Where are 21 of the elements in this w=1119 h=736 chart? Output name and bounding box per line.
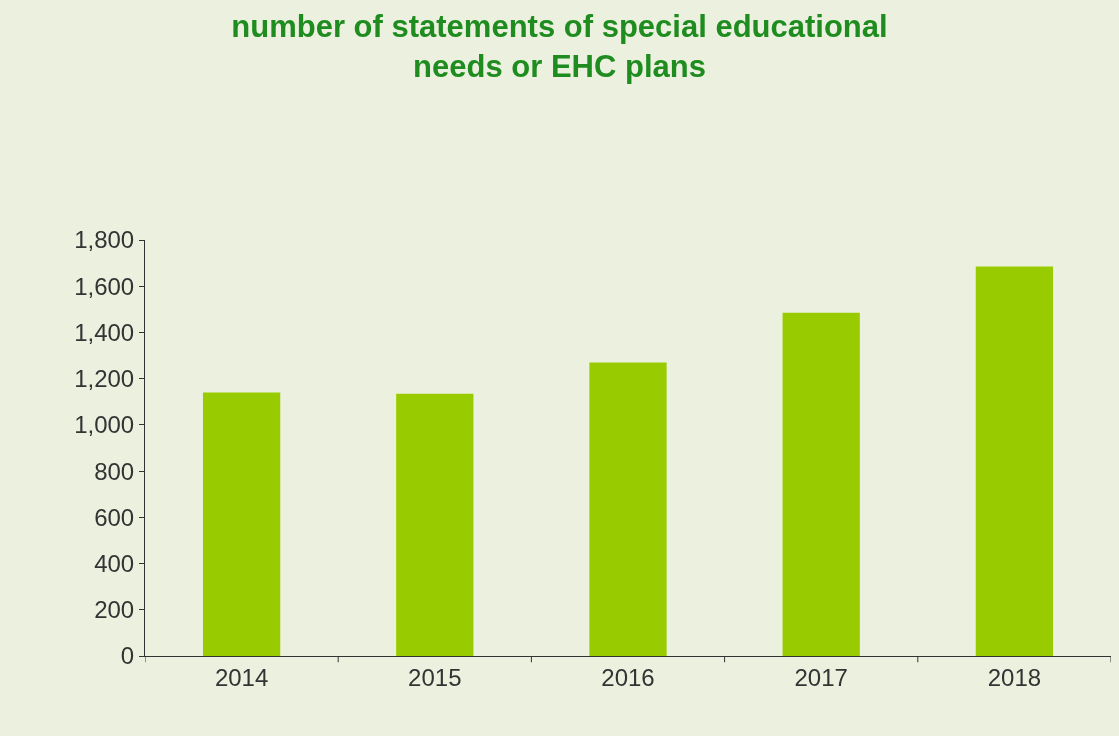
x-tick-label: 2016 — [601, 663, 655, 691]
x-tick-label: 2018 — [987, 663, 1042, 691]
chart-title: number of statements of special educational needs or EHC plans — [231, 8, 888, 85]
y-tick-label: 1,800 — [74, 226, 135, 254]
x-tick-label: 2014 — [214, 663, 269, 691]
y-tick-label: 1,000 — [74, 411, 135, 439]
y-tick-label: 0 — [120, 642, 135, 670]
y-tick-label: 1,200 — [74, 365, 135, 393]
y-tick-label: 600 — [94, 503, 135, 531]
bar — [975, 266, 1054, 656]
y-tick-label: 1,400 — [74, 318, 135, 346]
bar — [782, 312, 860, 656]
x-tick-label: 2015 — [408, 663, 462, 691]
bar — [202, 392, 281, 656]
bar — [396, 393, 474, 656]
y-tick-label: 800 — [94, 457, 135, 485]
y-tick-label: 1,600 — [74, 272, 135, 300]
y-tick-label: 400 — [94, 549, 135, 577]
x-tick-label: 2017 — [794, 663, 848, 691]
y-tick-label: 200 — [94, 596, 135, 624]
bar — [589, 362, 667, 656]
